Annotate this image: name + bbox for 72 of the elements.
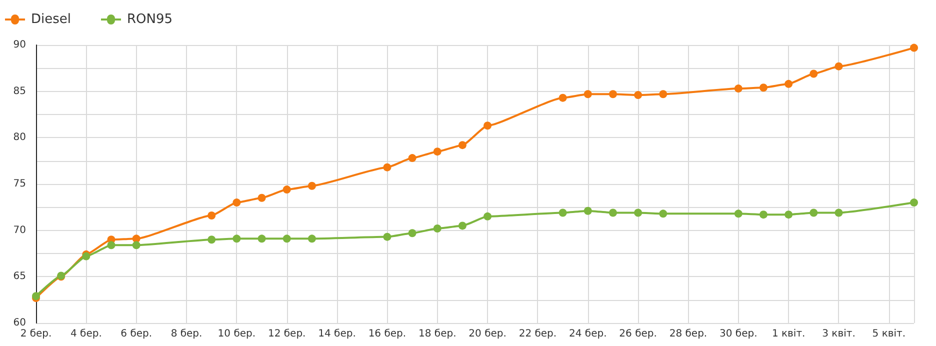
x-tick-label: 20 бер. (468, 328, 506, 340)
x-tick-label: 28 бер. (669, 328, 708, 340)
legend-label: Diesel (31, 12, 72, 27)
x-tick-label: 30 бер. (720, 328, 758, 340)
point (584, 206, 592, 215)
point (484, 122, 492, 130)
point (608, 90, 617, 98)
point (282, 186, 291, 194)
x-tick-label: 1 квіт. (772, 328, 806, 340)
point (659, 90, 668, 98)
point (458, 141, 466, 150)
point (634, 208, 642, 217)
point (759, 84, 768, 92)
point (634, 91, 642, 100)
x-tick-label: 3 квіт. (822, 328, 856, 340)
x-tick-label: 18 бер. (418, 328, 456, 340)
x-tick-label: 22 бер. (518, 328, 557, 340)
point (433, 148, 442, 156)
y-tick-label: 60 (13, 318, 26, 328)
point (308, 234, 316, 243)
x-tick-label: 6 бер. (120, 328, 152, 340)
point (910, 198, 918, 207)
point (383, 232, 392, 241)
point (208, 236, 216, 244)
point (759, 210, 768, 219)
point (558, 94, 567, 102)
point (232, 234, 241, 243)
point (208, 212, 216, 220)
x-tick-label: 4 бер. (70, 328, 102, 340)
point (232, 198, 241, 207)
point (810, 70, 818, 78)
point (107, 241, 116, 250)
point (383, 163, 392, 172)
point (408, 229, 416, 238)
point (734, 84, 742, 93)
x-tick-label: 16 бер. (368, 328, 406, 340)
point (258, 234, 266, 243)
point (132, 234, 140, 243)
point (784, 80, 793, 88)
x-tick-label: 5 квіт. (872, 328, 906, 340)
y-tick-label: 80 (13, 132, 26, 144)
y-tick-label: 90 (13, 40, 26, 50)
point (834, 208, 843, 217)
point (659, 210, 668, 218)
y-tick-label: 85 (13, 86, 26, 97)
point (584, 90, 592, 98)
point (484, 212, 492, 220)
x-tick-label: 26 бер. (619, 328, 657, 340)
point (458, 222, 466, 230)
x-tick-label: 14 бер. (318, 328, 356, 340)
x-tick-label: 8 бер. (170, 328, 202, 340)
point (433, 224, 442, 232)
point (408, 154, 416, 162)
x-tick-label: 24 бер. (569, 328, 607, 340)
point (282, 234, 291, 243)
x-tick-label: 2 бер. (20, 328, 52, 340)
point (910, 44, 918, 52)
point (834, 62, 843, 70)
point (734, 210, 742, 218)
y-tick-label: 65 (13, 271, 26, 282)
y-tick-label: 75 (13, 178, 26, 190)
point (132, 241, 140, 250)
point (810, 208, 818, 217)
legend-label: RON95 (127, 12, 173, 27)
x-tick-label: 10 бер. (218, 328, 256, 340)
point (608, 208, 617, 217)
point (784, 210, 793, 219)
point (308, 182, 316, 190)
point (558, 208, 567, 217)
x-tick-label: 12 бер. (268, 328, 306, 340)
y-tick-label: 70 (13, 224, 26, 236)
point (258, 194, 266, 202)
